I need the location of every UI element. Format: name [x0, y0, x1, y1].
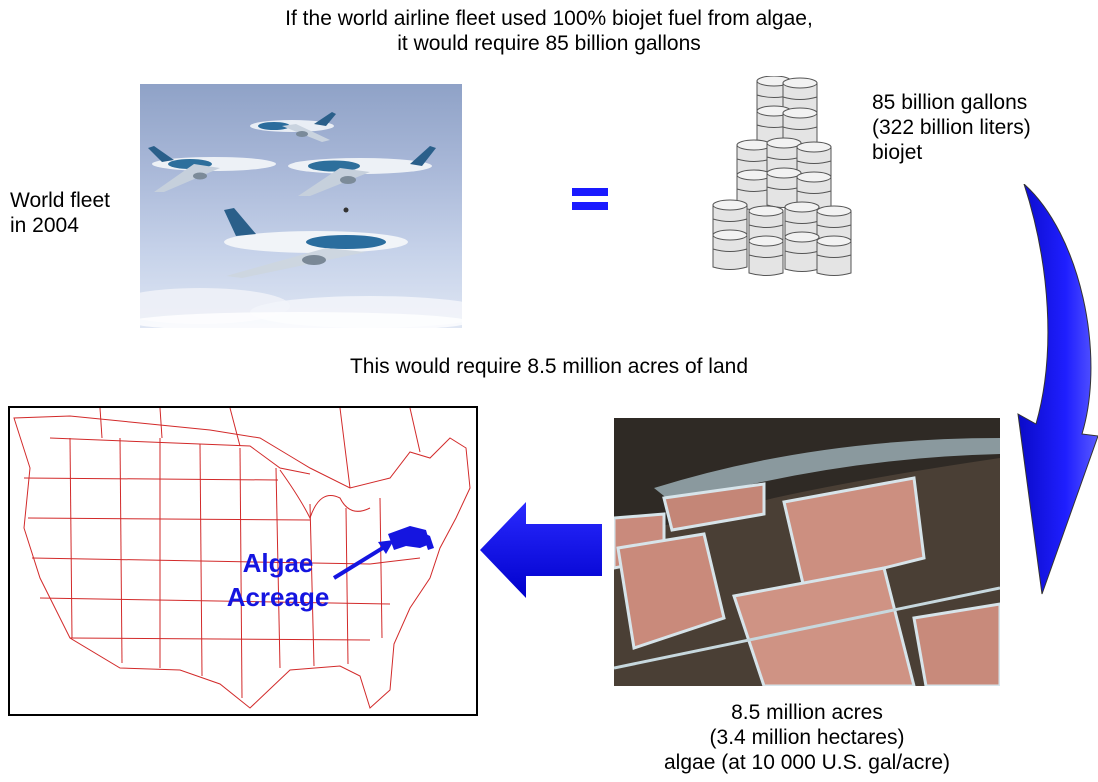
- equals-icon: [572, 188, 608, 212]
- biojet-line-3: biojet: [872, 141, 923, 164]
- biojet-line-1: 85 billion gallons: [872, 91, 1028, 114]
- airplane-icon: [250, 112, 336, 142]
- algae-acreage-label: Algae Acreage: [223, 546, 333, 614]
- left-arrow-icon: [480, 500, 604, 600]
- algae-acreage-line-1: Algae: [242, 548, 314, 578]
- airplane-icon: [148, 146, 276, 192]
- us-map: Algae Acreage: [8, 406, 478, 716]
- heading-line-1: If the world airline fleet used 100% bio…: [285, 7, 813, 30]
- algae-area-line-1: 8.5 million acres: [731, 701, 883, 724]
- world-fleet-line-1: World fleet: [10, 189, 110, 212]
- biojet-line-2: (322 billion liters): [872, 116, 1031, 139]
- heading: If the world airline fleet used 100% bio…: [0, 6, 1098, 56]
- world-fleet-line-2: in 2004: [10, 214, 79, 237]
- airplane-icon: [288, 146, 436, 196]
- algae-acreage-line-2: Acreage: [226, 582, 330, 612]
- fuel-barrel-icon: [712, 229, 748, 270]
- fuel-barrels-illustration: [705, 75, 865, 296]
- biojet-volume-label: 85 billion gallons (322 billion liters) …: [872, 90, 1031, 165]
- fuel-barrel-icon: [816, 235, 852, 276]
- fuel-barrel-icon: [766, 167, 802, 208]
- airplane-icon: [224, 208, 408, 278]
- algae-area-line-2: (3.4 million hectares): [709, 726, 905, 749]
- curved-down-arrow-icon: [1010, 182, 1098, 596]
- world-fleet-label: World fleet in 2004: [10, 188, 110, 238]
- airplanes-photo: [140, 84, 462, 328]
- fuel-barrel-icon: [748, 235, 784, 276]
- algae-ponds-photo: [614, 418, 1000, 686]
- heading-line-2: it would require 85 billion gallons: [397, 32, 701, 55]
- land-requirement-statement: This would require 8.5 million acres of …: [349, 355, 749, 378]
- algae-area-label: 8.5 million acres (3.4 million hectares)…: [614, 700, 1000, 775]
- fuel-barrel-icon: [784, 231, 820, 272]
- algae-area-line-3: algae (at 10 000 U.S. gal/acre): [663, 751, 950, 774]
